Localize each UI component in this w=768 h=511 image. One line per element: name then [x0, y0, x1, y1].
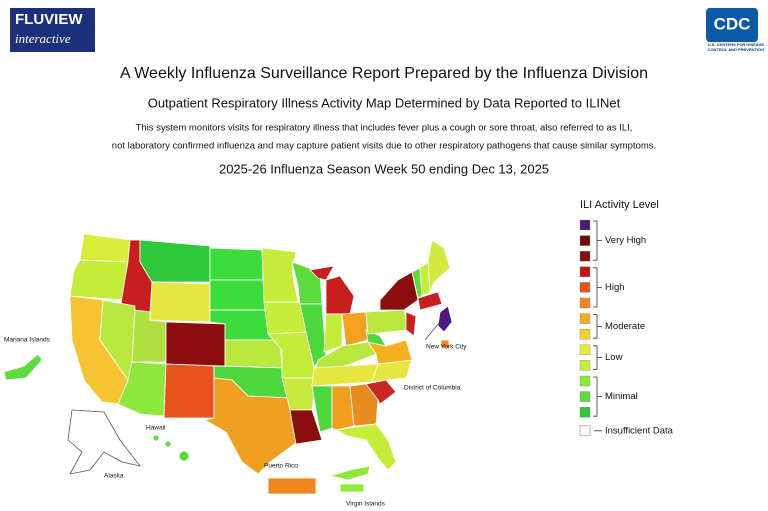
legend-swatch	[579, 266, 591, 277]
legend-swatch	[579, 235, 591, 246]
logo-caption: U.S. CENTERS FOR DISEASE CONTROL AND PRE…	[707, 43, 764, 52]
state[interactable]	[311, 363, 379, 387]
state[interactable]	[139, 239, 211, 283]
state[interactable]	[417, 291, 443, 311]
legend-swatch	[579, 219, 591, 231]
map-label: Hawaii	[146, 425, 166, 432]
alaska[interactable]	[67, 409, 141, 475]
description: This system monitors visits for respirat…	[136, 123, 633, 134]
map-label: Virgin Islands	[346, 501, 386, 508]
legend-label: Very High	[605, 235, 646, 246]
legend-swatch	[579, 313, 591, 324]
legend-label: Low	[605, 352, 623, 363]
state[interactable]	[209, 247, 264, 281]
week: 2025-26 Influenza Season Week 50 ending …	[219, 161, 549, 176]
legend-swatch	[579, 407, 591, 418]
cdc-logo[interactable]	[706, 8, 758, 42]
state[interactable]	[289, 409, 323, 445]
legend-label: Moderate	[605, 321, 645, 332]
state[interactable]	[427, 239, 451, 293]
legend-bracket	[593, 345, 602, 370]
state[interactable]	[349, 383, 379, 427]
state[interactable]	[149, 281, 211, 323]
dc[interactable]	[440, 339, 450, 349]
legend-title: ILI Activity Level	[580, 199, 659, 211]
virgin-islands[interactable]	[339, 483, 365, 493]
us-map	[3, 233, 453, 495]
legend-bracket	[593, 267, 602, 308]
state[interactable]	[69, 259, 129, 301]
legend-label: Insufficient Data	[605, 425, 674, 436]
mariana[interactable]	[3, 353, 43, 381]
hawaii[interactable]	[164, 440, 172, 448]
state[interactable]	[165, 321, 226, 367]
map-label: Puerto Rico	[264, 463, 298, 470]
hawaii[interactable]	[178, 450, 190, 462]
legend-swatch	[579, 329, 591, 340]
logo-caption-box: U.S. CENTERS FOR DISEASE CONTROL AND PRE…	[707, 43, 764, 52]
logo-text: CDC	[714, 14, 751, 33]
legend-label: High	[605, 282, 625, 293]
subtitle: Outpatient Respiratory Illness Activity …	[148, 95, 621, 110]
state[interactable]	[323, 313, 343, 353]
state[interactable]	[331, 385, 355, 431]
legend-swatch	[579, 297, 591, 309]
state[interactable]	[365, 309, 409, 335]
state[interactable]	[309, 265, 335, 281]
state[interactable]	[209, 279, 267, 311]
map-label: Mariana Islands	[4, 337, 51, 344]
state[interactable]	[261, 247, 299, 303]
state[interactable]	[263, 301, 307, 335]
state[interactable]	[79, 233, 131, 263]
legend-bracket	[593, 314, 602, 339]
legend-swatch	[579, 344, 591, 355]
state[interactable]	[371, 359, 413, 383]
title: A Weekly Influenza Surveillance Report P…	[120, 65, 648, 82]
legend-swatch	[579, 282, 591, 293]
state[interactable]	[203, 377, 301, 475]
map-label: New York City	[426, 344, 467, 351]
legend-swatch	[579, 360, 591, 371]
map-label: District of Columbia	[404, 385, 461, 392]
puerto-rico[interactable]	[267, 477, 317, 495]
state[interactable]	[224, 339, 283, 369]
legend-label: Minimal	[605, 391, 638, 402]
legend-swatch	[579, 375, 591, 387]
state[interactable]	[379, 271, 419, 311]
logo-text: FLUVIEW	[15, 11, 83, 28]
map-label: Alaska	[104, 473, 124, 480]
legend-swatch	[579, 250, 591, 262]
legend-bracket	[593, 220, 602, 261]
legend-swatch	[579, 425, 591, 437]
virgin-islands[interactable]	[328, 465, 371, 481]
legend: ILI Activity Level Very High High Moderate…	[579, 199, 674, 437]
leader	[424, 321, 441, 341]
state[interactable]	[341, 311, 369, 347]
state[interactable]	[163, 363, 215, 419]
state[interactable]	[334, 423, 397, 471]
nyc[interactable]	[437, 305, 453, 333]
description: not laboratory confirmed influenza and m…	[112, 141, 656, 152]
fluview-logo[interactable]	[10, 8, 95, 52]
legend-bracket	[593, 376, 602, 417]
logo-text: interactive	[15, 31, 71, 46]
state[interactable]	[405, 311, 417, 337]
legend-swatch	[579, 391, 591, 402]
state[interactable]	[311, 385, 333, 433]
hawaii[interactable]	[152, 434, 160, 442]
state[interactable]	[325, 275, 355, 315]
